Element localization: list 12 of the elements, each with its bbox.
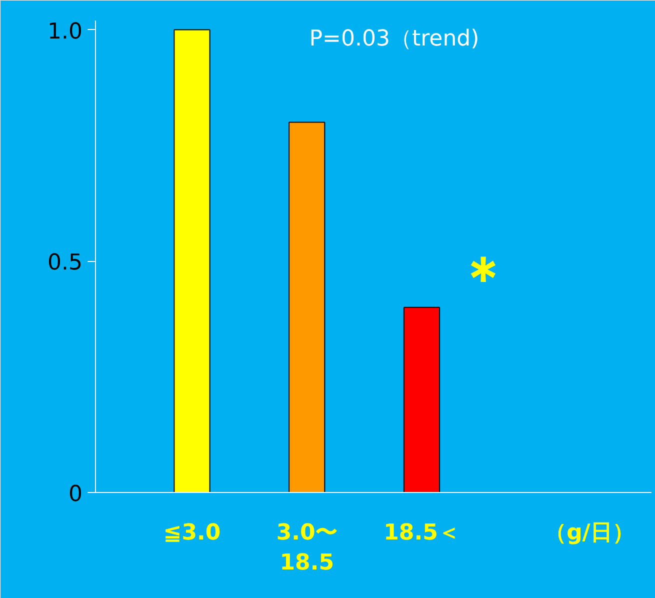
bar: [403, 306, 440, 492]
x-tick-label: ≦3.0: [163, 520, 221, 546]
y-tick-label: 0.5: [48, 250, 83, 276]
bar: [288, 122, 326, 492]
annotation: ＊: [456, 244, 512, 310]
y-tick-label: 0: [68, 482, 83, 507]
x-axis-title: （g/日）: [544, 520, 634, 546]
x-tick-label: 18.5＜: [384, 520, 460, 546]
x-tick-label: 3.0〜 18.5: [276, 520, 338, 576]
y-tick-label: 1.0: [48, 19, 83, 44]
annotation: P=0.03（trend): [309, 26, 480, 52]
bar: [174, 29, 210, 492]
